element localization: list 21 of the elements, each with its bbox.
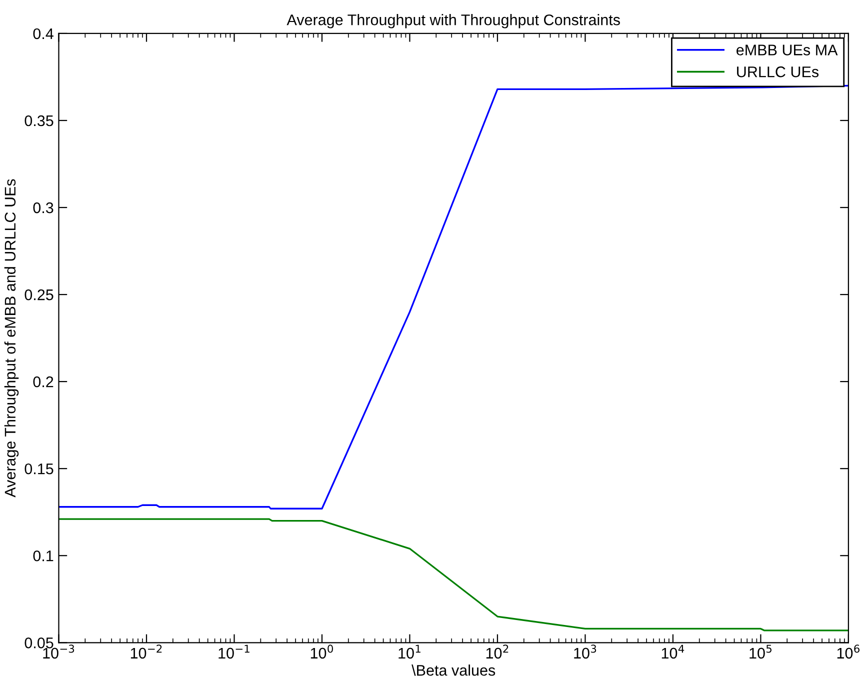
y-axis-title: Average Throughput of eMBB and URLLC UEs <box>4 179 19 498</box>
x-tick-label: 10$^{4}$ <box>662 644 684 659</box>
y-tick-label: 0.25 <box>24 289 54 300</box>
x-tick-label: 10$^{6}$ <box>837 644 860 659</box>
y-tick-label: 0.3 <box>33 202 54 214</box>
y-tick-label: 0.1 <box>33 550 54 562</box>
x-tick-label: 10$^{2}$ <box>486 644 508 659</box>
y-tick-label: 0.2 <box>33 376 54 388</box>
x-tick-label: 10$^{0}$ <box>310 644 333 659</box>
x-tick-label: 10$^{5}$ <box>750 644 772 659</box>
x-tick-label: 10$^{−1}$ <box>218 644 250 659</box>
x-tick-label: 10$^{3}$ <box>574 644 596 659</box>
y-tick-label: 0.4 <box>33 28 54 40</box>
y-tick-label: 0.15 <box>24 463 54 474</box>
chart-title: Average Throughput with Throughput Constraints <box>286 14 620 28</box>
x-tick-label: 10$^{−2}$ <box>130 644 162 659</box>
x-tick-label: 10$^{1}$ <box>398 644 420 659</box>
x-axis-title: \Beta values <box>412 664 496 676</box>
y-tick-label: 0.35 <box>24 115 54 126</box>
legend-label: URLLC UEs <box>737 66 819 78</box>
legend-label: eMBB UEs MA <box>736 44 838 56</box>
